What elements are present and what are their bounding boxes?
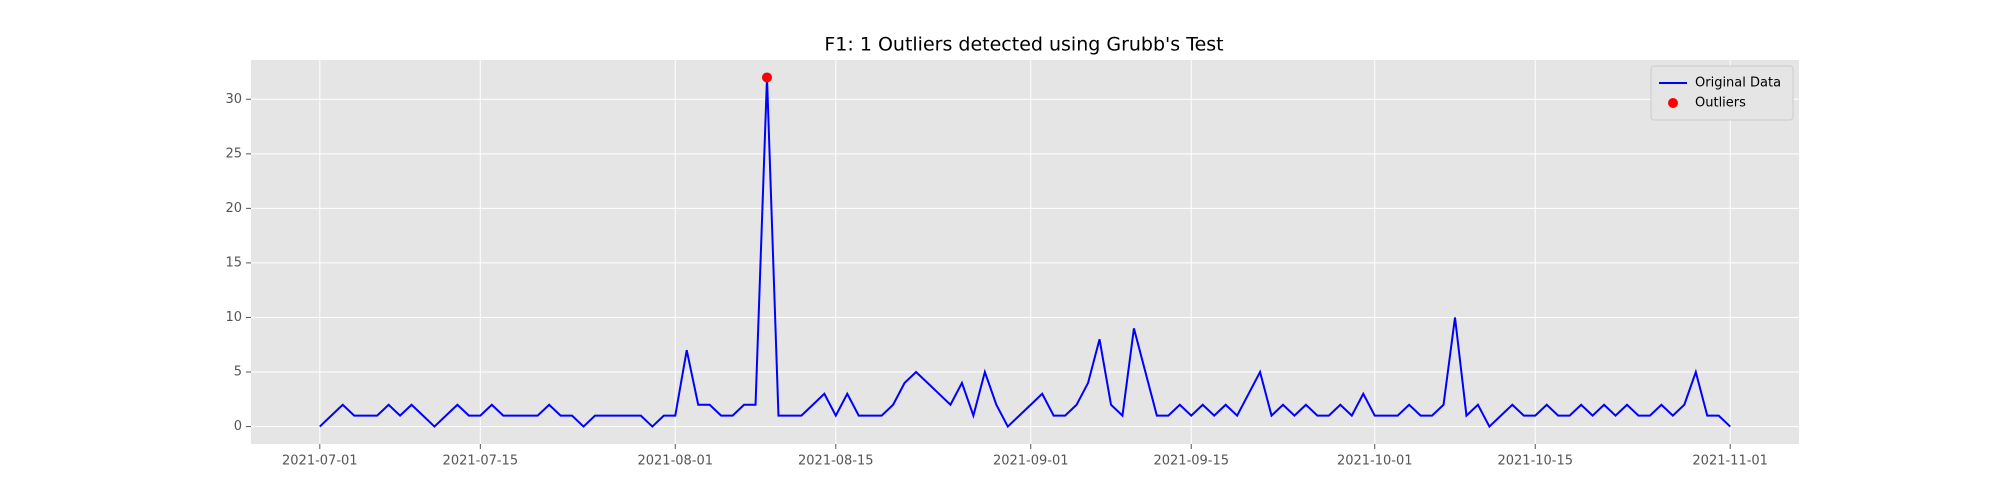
y-tick-label: 5: [234, 365, 242, 380]
x-tick-label: 2021-07-01: [282, 454, 358, 469]
x-tick-label: 2021-08-01: [637, 454, 713, 469]
y-tick-label: 0: [234, 419, 242, 434]
legend-label: Original Data: [1695, 76, 1781, 91]
y-tick-label: 25: [225, 146, 242, 161]
legend-swatch: [1668, 98, 1678, 108]
plot-area: [251, 60, 1799, 444]
x-tick-label: 2021-09-15: [1153, 454, 1229, 469]
y-tick-label: 20: [225, 201, 242, 216]
chart-title: F1: 1 Outliers detected using Grubb's Te…: [824, 34, 1223, 56]
outlier-point: [762, 72, 772, 83]
data-line: [319, 77, 1731, 429]
x-tick-label: 2021-08-15: [798, 454, 874, 469]
x-tick-label: 2021-10-01: [1337, 454, 1413, 469]
y-tick-label: 15: [225, 255, 242, 270]
x-tick-label: 2021-10-15: [1497, 454, 1573, 469]
legend-label: Outliers: [1695, 96, 1746, 111]
x-tick-label: 2021-11-01: [1692, 454, 1768, 469]
y-tick-label: 10: [225, 310, 242, 325]
x-tick-label: 2021-07-15: [443, 454, 519, 469]
y-tick-label: 30: [225, 92, 242, 107]
legend-box: [1650, 65, 1794, 121]
x-tick-label: 2021-09-01: [993, 454, 1069, 469]
